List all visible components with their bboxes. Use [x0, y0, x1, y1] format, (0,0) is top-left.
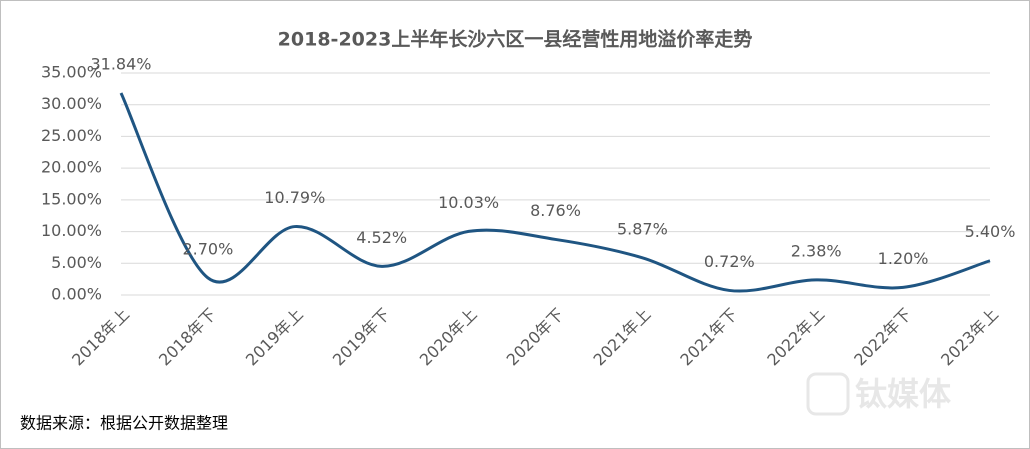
- line-series: [119, 92, 991, 293]
- chart-title: 2018-2023上半年长沙六区一县经营性用地溢价率走势: [278, 28, 753, 51]
- data-label: 5.87%: [617, 219, 668, 238]
- data-label: 10.03%: [438, 193, 499, 212]
- data-label: 5.40%: [965, 222, 1016, 241]
- data-label: 8.76%: [530, 201, 581, 220]
- data-label: 0.72%: [704, 252, 755, 271]
- y-tick-label: 20.00%: [41, 158, 102, 177]
- y-tick-label: 5.00%: [51, 253, 102, 272]
- y-tick-label: 0.00%: [51, 285, 102, 304]
- watermark-logo: 钛媒体: [806, 372, 951, 416]
- data-label: 2.38%: [791, 241, 842, 260]
- watermark-text: 钛媒体: [855, 375, 951, 413]
- watermark-icon: [806, 372, 850, 416]
- y-tick-label: 35.00%: [41, 63, 102, 82]
- y-tick-label: 25.00%: [41, 126, 102, 145]
- data-label: 2.70%: [182, 239, 233, 258]
- y-tick-label: 30.00%: [41, 94, 102, 113]
- data-label: 31.84%: [90, 55, 151, 74]
- data-label: 4.52%: [356, 228, 407, 247]
- y-tick-label: 10.00%: [41, 221, 102, 240]
- y-tick-label: 15.00%: [41, 189, 102, 208]
- source-note: 数据来源：根据公开数据整理: [20, 414, 228, 433]
- data-label: 10.79%: [264, 188, 325, 207]
- data-label: 1.20%: [878, 249, 929, 268]
